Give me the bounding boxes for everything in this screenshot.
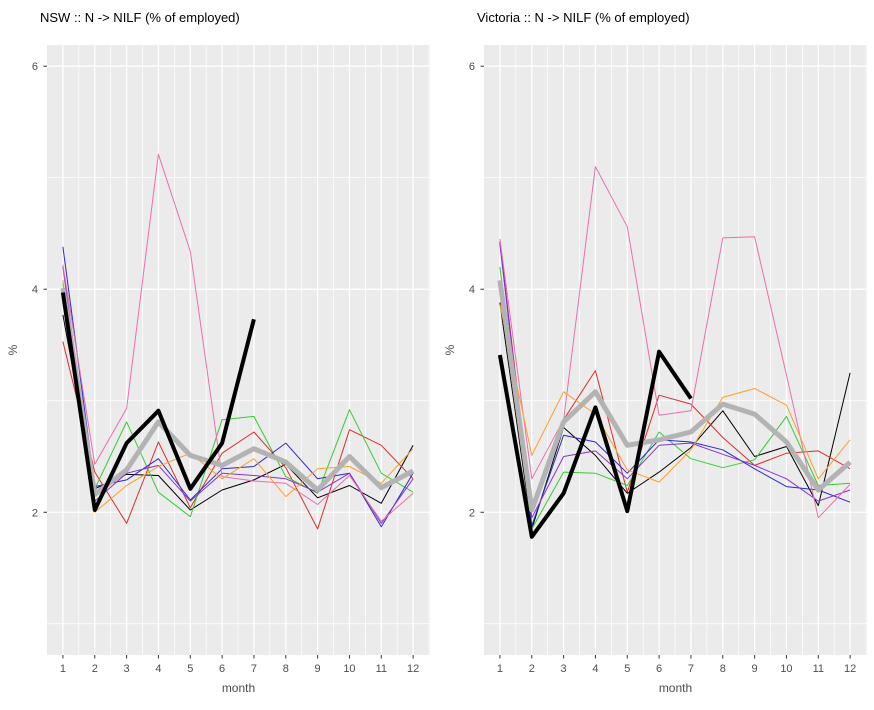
x-tick-label: 9 [315,663,321,675]
x-tick-label: 7 [251,663,257,675]
series-mean-line [497,279,852,513]
series-year-magenta [62,153,414,522]
series-current-year [60,292,256,512]
x-tick-label: 10 [780,663,792,675]
series-year-red [62,341,414,530]
x-tick-label: 12 [407,663,419,675]
y-tick-label: 4 [469,284,475,296]
x-tick-label: 6 [219,663,225,675]
y-tick-label: 2 [469,507,475,519]
y-tick-label: 2 [32,507,38,519]
series-year-purple [499,244,851,519]
y-axis-label: % [6,344,20,355]
x-tick-label: 3 [561,663,567,675]
series-mean-line [60,287,415,497]
x-tick-label: 2 [92,663,98,675]
x-tick-label: 10 [343,663,355,675]
x-tick-label: 1 [497,663,503,675]
y-tick-label: 6 [32,61,38,73]
panel-title: Victoria :: N -> NILF (% of employed) [477,10,690,25]
x-tick-label: 1 [60,663,66,675]
series-year-orange [62,280,414,513]
y-axis-label: % [443,344,457,355]
y-tick-label: 4 [32,284,38,296]
series-year-green [62,283,414,518]
x-tick-label: 11 [376,663,387,675]
x-tick-label: 9 [752,663,758,675]
x-tick-label: 11 [813,663,824,675]
y-tick-label: 6 [469,61,475,73]
series-year-green [499,266,851,530]
x-tick-label: 8 [283,663,289,675]
panel-title: NSW :: N -> NILF (% of employed) [40,10,240,25]
x-tick-label: 12 [844,663,856,675]
panel-bg [47,45,430,655]
x-axis-label: month [222,681,255,695]
x-tick-label: 7 [688,663,694,675]
series-year-purple [62,266,414,524]
x-tick-label: 4 [592,663,598,675]
series-current-year [497,349,693,539]
x-tick-label: 4 [155,663,161,675]
x-tick-label: 5 [187,663,193,675]
series-year-black [499,302,851,530]
x-axis-label: month [659,681,692,695]
x-tick-label: 6 [656,663,662,675]
x-tick-label: 8 [720,663,726,675]
panel-bg [484,45,867,655]
x-tick-label: 3 [124,663,130,675]
series-year-blue [499,241,851,527]
x-tick-label: 2 [529,663,535,675]
x-tick-label: 5 [624,663,630,675]
series-year-orange [499,304,851,483]
